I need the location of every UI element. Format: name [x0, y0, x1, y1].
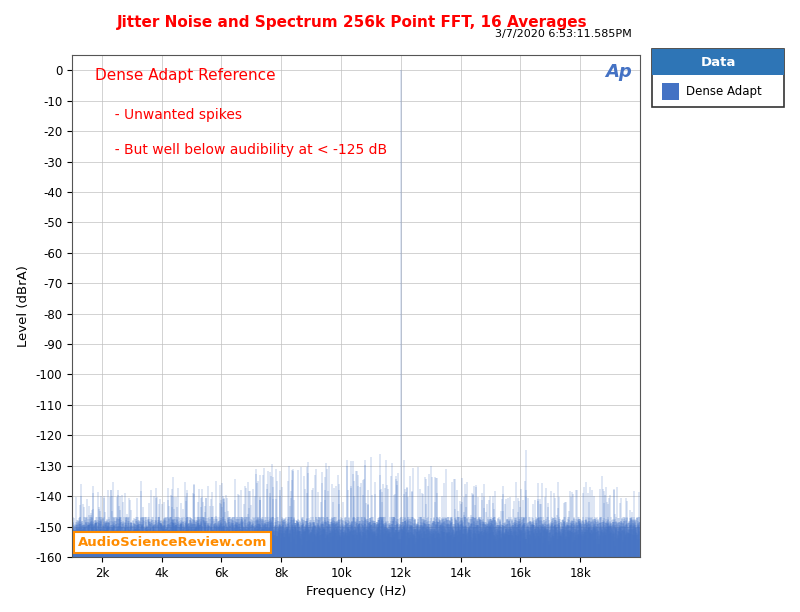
- Text: 3/7/2020 6:53:11.585PM: 3/7/2020 6:53:11.585PM: [495, 29, 632, 39]
- Text: Dense Adapt Reference: Dense Adapt Reference: [94, 67, 275, 83]
- Text: Data: Data: [700, 56, 736, 69]
- Text: Jitter Noise and Spectrum 256k Point FFT, 16 Averages: Jitter Noise and Spectrum 256k Point FFT…: [117, 15, 587, 31]
- Text: Ap: Ap: [605, 62, 631, 81]
- Text: - But well below audibility at < -125 dB: - But well below audibility at < -125 dB: [106, 143, 387, 157]
- Text: AudioScienceReview.com: AudioScienceReview.com: [78, 536, 267, 550]
- Text: Dense Adapt: Dense Adapt: [686, 84, 762, 98]
- Text: - Unwanted spikes: - Unwanted spikes: [106, 108, 242, 122]
- X-axis label: Frequency (Hz): Frequency (Hz): [306, 585, 406, 598]
- Y-axis label: Level (dBrA): Level (dBrA): [17, 265, 30, 347]
